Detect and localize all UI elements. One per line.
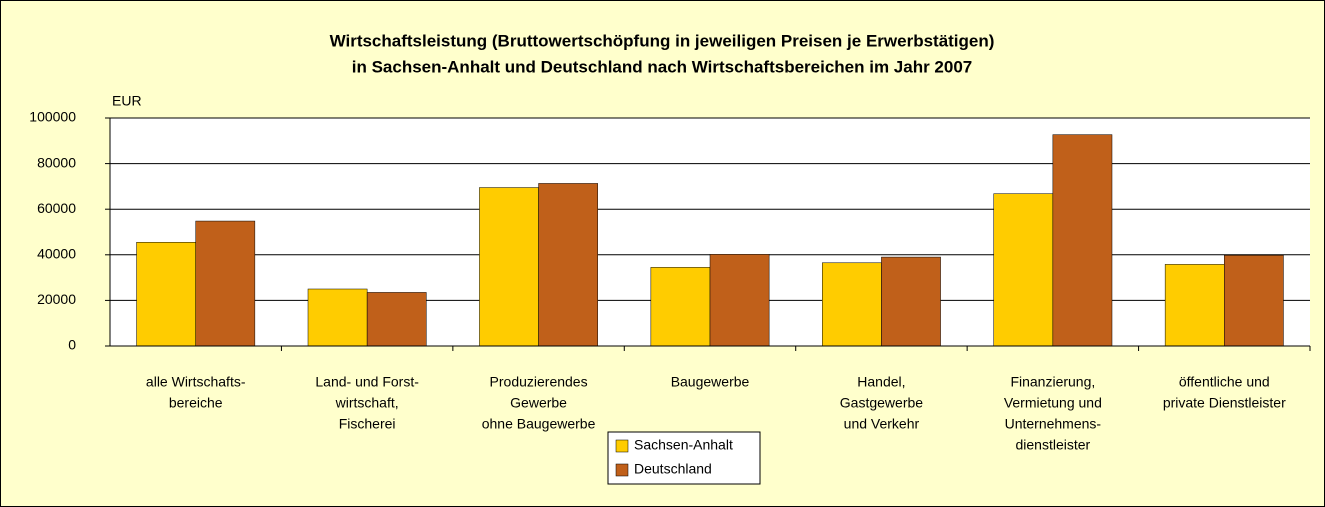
bar (479, 187, 539, 347)
bar (709, 254, 770, 347)
x-tick-label: öffentliche und (1179, 374, 1270, 390)
bar (307, 288, 368, 347)
x-tick-label: alle Wirtschafts- (146, 374, 246, 390)
bar (993, 193, 1054, 347)
legend-swatch (615, 439, 629, 453)
legend-label: Deutschland (634, 461, 712, 477)
x-tick-label: und Verkehr (844, 416, 920, 432)
x-tick-label: dienstleister (1016, 437, 1091, 453)
bar (650, 267, 711, 347)
x-tick-label: Produzierendes (490, 374, 588, 390)
x-tick-label: wirtschaft, (335, 395, 399, 411)
y-tick-label: 100000 (29, 109, 76, 125)
legend-swatch (615, 463, 629, 477)
y-tick-label: 40000 (37, 246, 76, 262)
x-tick-label: Gewerbe (510, 395, 567, 411)
bar (881, 256, 941, 347)
bar (822, 262, 882, 347)
x-tick-label: Gastgewerbe (840, 395, 923, 411)
x-tick-label: Land- und Forst- (315, 374, 419, 390)
bar (1164, 264, 1225, 347)
y-tick-label: 60000 (37, 200, 76, 216)
x-tick-label: Handel, (857, 374, 905, 390)
chart-title: Wirtschaftsleistung (Bruttowertschöpfung… (330, 31, 995, 50)
y-tick-label: 20000 (37, 291, 76, 307)
x-tick-label: Unternehmens- (1005, 416, 1102, 432)
bar (1224, 255, 1284, 347)
bar (1052, 134, 1113, 347)
bar (366, 292, 427, 347)
x-tick-label: Vermietung und (1004, 395, 1102, 411)
x-tick-label: ohne Baugewerbe (482, 416, 596, 432)
x-tick-label: Finanzierung, (1010, 374, 1095, 390)
bar (195, 220, 256, 347)
x-tick-label: Baugewerbe (671, 374, 750, 390)
chart-title: in Sachsen-Anhalt und Deutschland nach W… (352, 57, 973, 76)
y-axis-label: EUR (112, 93, 142, 109)
y-tick-label: 80000 (37, 154, 76, 170)
bar (136, 242, 196, 347)
y-tick-label: 0 (68, 337, 76, 353)
legend-label: Sachsen-Anhalt (634, 437, 733, 453)
x-tick-label: bereiche (169, 395, 223, 411)
legend (607, 431, 761, 485)
x-tick-label: Fischerei (339, 416, 396, 432)
x-tick-label: private Dienstleister (1163, 395, 1286, 411)
bar (538, 183, 598, 347)
